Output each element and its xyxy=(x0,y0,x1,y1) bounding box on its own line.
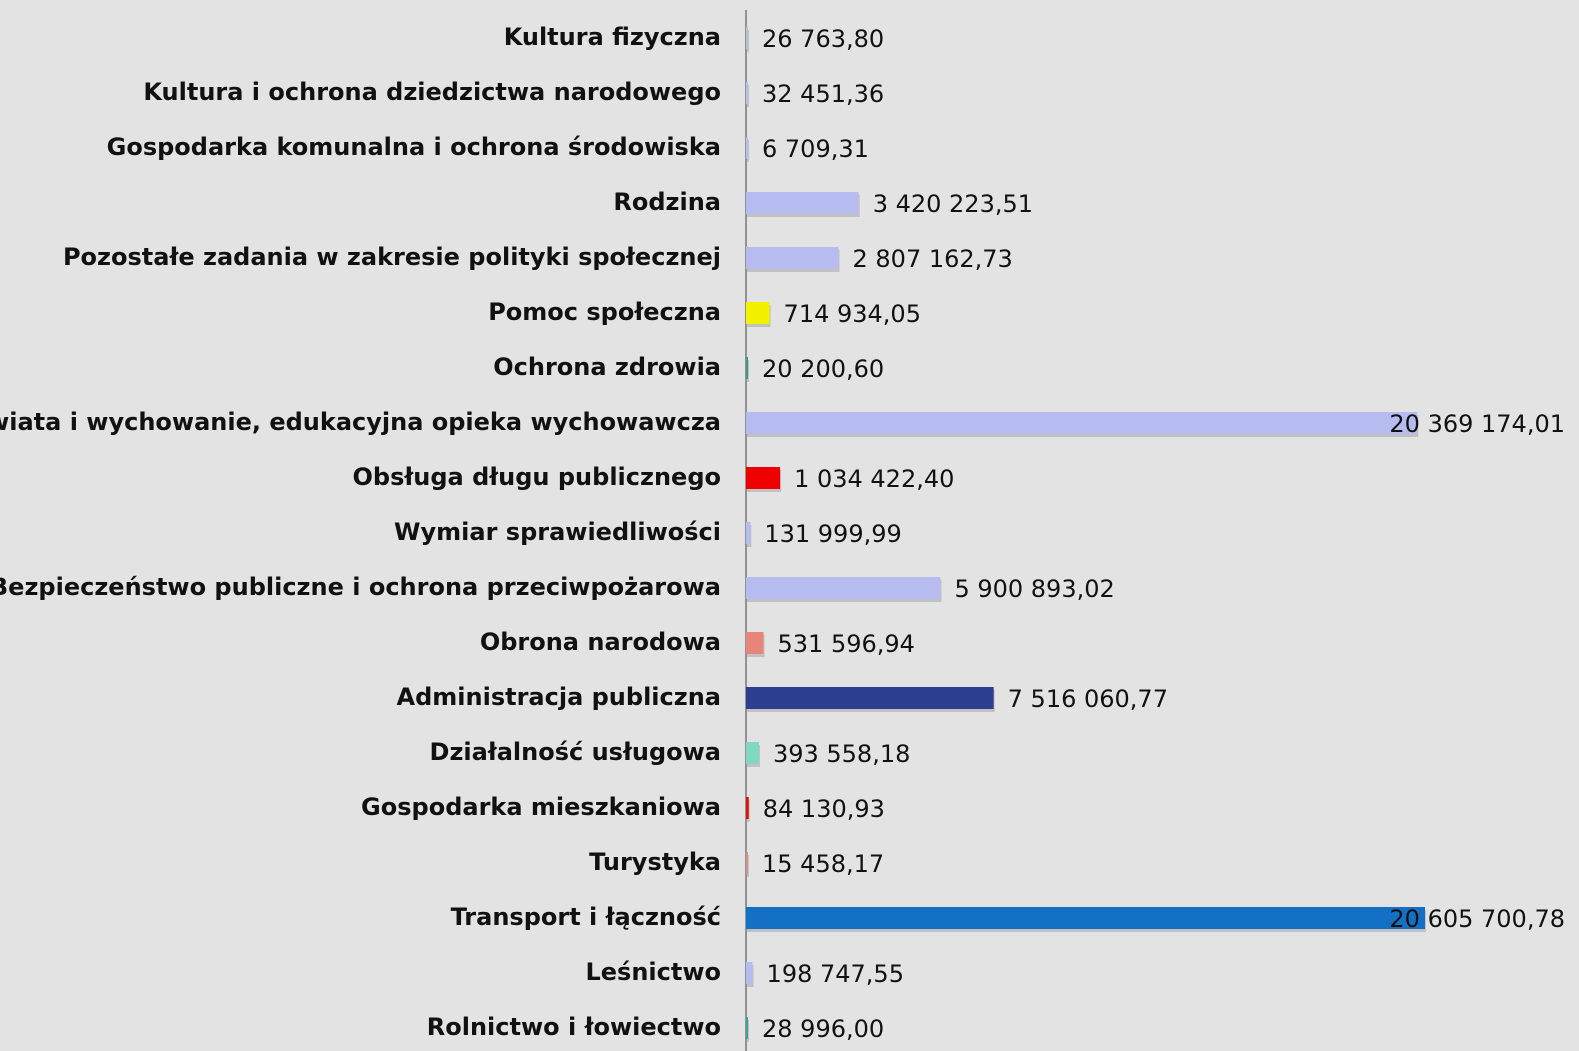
value-label: 6 709,31 xyxy=(762,135,869,163)
bar xyxy=(746,192,859,214)
value-label: 1 034 422,40 xyxy=(794,465,954,493)
bar xyxy=(746,907,1425,929)
category-label: Rodzina xyxy=(613,188,721,216)
bar xyxy=(746,302,770,324)
category-label: Bezpieczeństwo publiczne i ochrona przec… xyxy=(0,573,721,601)
category-label: Administracja publiczna xyxy=(397,683,721,711)
bar xyxy=(746,467,781,489)
category-label: Rolnictwo i łowiectwo xyxy=(427,1013,721,1041)
bar xyxy=(746,797,749,819)
bar xyxy=(746,962,753,984)
bar xyxy=(746,247,839,269)
category-label: Ochrona zdrowia xyxy=(493,353,721,381)
value-label: 131 999,99 xyxy=(764,520,901,548)
category-label: Oświata i wychowanie, edukacyjna opieka … xyxy=(0,408,721,436)
value-label: 198 747,55 xyxy=(767,960,904,988)
value-label: 714 934,05 xyxy=(784,300,921,328)
category-label: Gospodarka komunalna i ochrona środowisk… xyxy=(107,133,721,161)
category-label: Pozostałe zadania w zakresie polityki sp… xyxy=(63,243,721,271)
bar xyxy=(746,577,941,599)
bar xyxy=(746,137,748,159)
bar xyxy=(746,522,751,544)
value-label: 26 763,80 xyxy=(762,25,884,53)
bar xyxy=(746,1017,748,1039)
value-label: 531 596,94 xyxy=(778,630,915,658)
category-label: Leśnictwo xyxy=(585,958,721,986)
value-label: 2 807 162,73 xyxy=(853,245,1013,273)
bar xyxy=(746,852,748,874)
bar xyxy=(746,687,994,709)
bar xyxy=(746,412,1418,434)
category-label: Pomoc społeczna xyxy=(488,298,721,326)
category-label: Turystyka xyxy=(589,848,721,876)
category-label: Kultura fizyczna xyxy=(504,23,721,51)
bar xyxy=(746,632,764,654)
value-label: 20 200,60 xyxy=(762,355,884,383)
category-label: Obrona narodowa xyxy=(480,628,721,656)
value-label: 7 516 060,77 xyxy=(1008,685,1168,713)
bar xyxy=(746,357,748,379)
category-label: Gospodarka mieszkaniowa xyxy=(361,793,721,821)
value-label: 84 130,93 xyxy=(763,795,885,823)
category-label: Działalność usługowa xyxy=(430,738,721,766)
value-label: 32 451,36 xyxy=(762,80,884,108)
value-label: 15 458,17 xyxy=(762,850,884,878)
value-label: 28 996,00 xyxy=(762,1015,884,1043)
category-label: Wymiar sprawiedliwości xyxy=(394,518,721,546)
value-label: 3 420 223,51 xyxy=(873,190,1033,218)
bar xyxy=(746,742,759,764)
bar xyxy=(746,27,748,49)
category-label: Obsługa długu publicznego xyxy=(352,463,721,491)
category-label: Kultura i ochrona dziedzictwa narodowego xyxy=(143,78,721,106)
bar xyxy=(746,82,748,104)
value-label: 393 558,18 xyxy=(773,740,910,768)
category-label: Transport i łączność xyxy=(451,903,721,931)
value-label: 20 605 700,78 xyxy=(1389,905,1565,933)
value-label: 5 900 893,02 xyxy=(954,575,1114,603)
value-label: 20 369 174,01 xyxy=(1389,410,1565,438)
